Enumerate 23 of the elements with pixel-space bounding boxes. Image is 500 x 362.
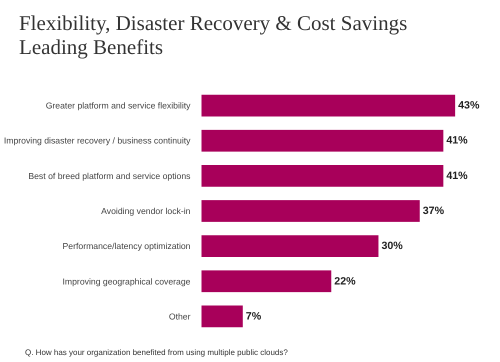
bar	[202, 270, 332, 292]
text: Q. How has your organization benefited from using multiple public clouds?	[25, 347, 288, 358]
data-label: 43%	[458, 100, 480, 112]
bar	[202, 94, 456, 116]
y-tick-label: Improving geographical coverage	[62, 276, 191, 286]
data-label: 7%	[246, 310, 262, 322]
y-tick-label: Improving disaster recovery / business continuity	[4, 136, 192, 146]
data-label: 22%	[334, 275, 356, 288]
bar	[202, 235, 378, 258]
y-tick-label: Performance/latency optimization	[62, 241, 191, 252]
y-tick-label: Best of breed platform and service options	[28, 170, 192, 181]
bar	[202, 306, 243, 328]
data-label: 37%	[422, 205, 445, 218]
chart-title: Flexibility, Disaster Recovery & Cost Savings Leading Benefits	[19, 11, 408, 60]
y-tick-label: Avoiding vendor lock-in	[101, 206, 191, 216]
bar	[202, 200, 420, 222]
data-label: 30%	[381, 240, 404, 252]
bar	[202, 164, 444, 187]
data-label: 41%	[446, 170, 468, 182]
data-label: 41%	[446, 134, 468, 147]
bar	[202, 130, 444, 152]
y-tick-label: Other	[168, 311, 191, 322]
y-tick-label: Greater platform and service flexibility	[46, 100, 192, 111]
